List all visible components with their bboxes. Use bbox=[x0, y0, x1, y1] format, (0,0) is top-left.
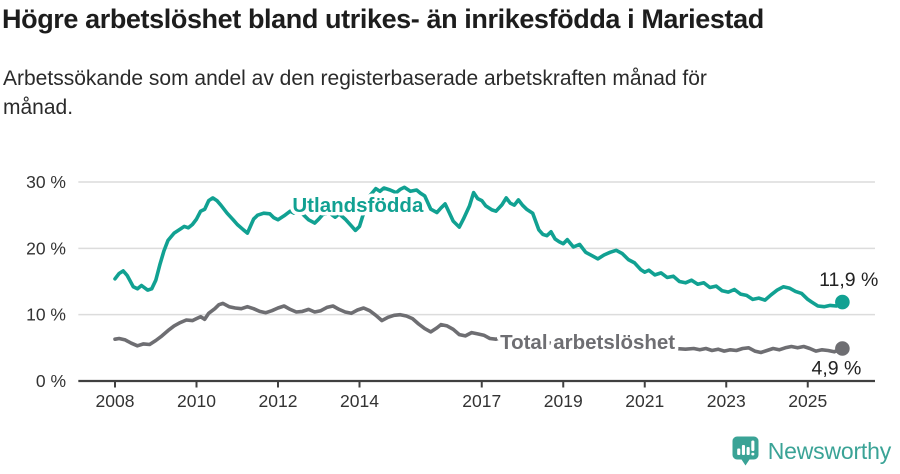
series-end-value-label: 4,9 % bbox=[812, 357, 862, 379]
brand-footer: Newsworthy bbox=[732, 435, 891, 467]
x-axis-tick-label: 2012 bbox=[259, 391, 298, 411]
brand-name: Newsworthy bbox=[767, 437, 891, 464]
page-title: Högre arbetslöshet bland utrikes- än inr… bbox=[2, 4, 764, 34]
x-axis-tick-label: 2008 bbox=[96, 391, 135, 411]
chart-subtitle: Arbetssökande som andel av den registerb… bbox=[3, 64, 863, 122]
subtitle-line-2: månad. bbox=[3, 96, 74, 119]
x-axis-tick-label: 2014 bbox=[340, 391, 379, 411]
series-label-utlandsfodda: Utlandsfödda bbox=[292, 194, 424, 217]
subtitle-line-1: Arbetssökande som andel av den registerb… bbox=[3, 67, 707, 90]
unemployment-chart: 0 % 10 % 20 % 30 % 2008 2010 2012 2014 2017 2019 2… bbox=[0, 155, 900, 430]
y-axis-tick-label: 30 % bbox=[26, 172, 66, 192]
x-axis-tick-label: 2010 bbox=[177, 391, 216, 411]
y-axis-tick-label: 20 % bbox=[26, 238, 66, 258]
x-axis-tick-label: 2023 bbox=[707, 391, 746, 411]
logo-bars bbox=[736, 440, 755, 455]
x-axis-tick-label: 2017 bbox=[462, 391, 501, 411]
chart-svg: 0 % 10 % 20 % 30 % 2008 2010 2012 2014 2017 2019 2… bbox=[26, 172, 878, 411]
series-line-utlandsfodda bbox=[113, 185, 845, 309]
series-label-total: Total arbetslöshet bbox=[500, 331, 675, 354]
logo-bubble-shape bbox=[732, 436, 759, 465]
x-axis-tick-label: 2025 bbox=[788, 391, 827, 411]
series-end-value-label: 11,9 % bbox=[819, 269, 878, 291]
bar-chart-speech-bubble-icon bbox=[732, 436, 759, 465]
x-axis-tick-label: 2021 bbox=[625, 391, 664, 411]
y-axis-tick-label: 0 % bbox=[36, 371, 66, 391]
y-axis-tick-label: 10 % bbox=[26, 305, 66, 325]
x-axis-tick-label: 2019 bbox=[544, 391, 583, 411]
series-end-dot bbox=[835, 341, 850, 356]
series-end-dot bbox=[835, 294, 850, 310]
series-line-total bbox=[113, 301, 845, 355]
